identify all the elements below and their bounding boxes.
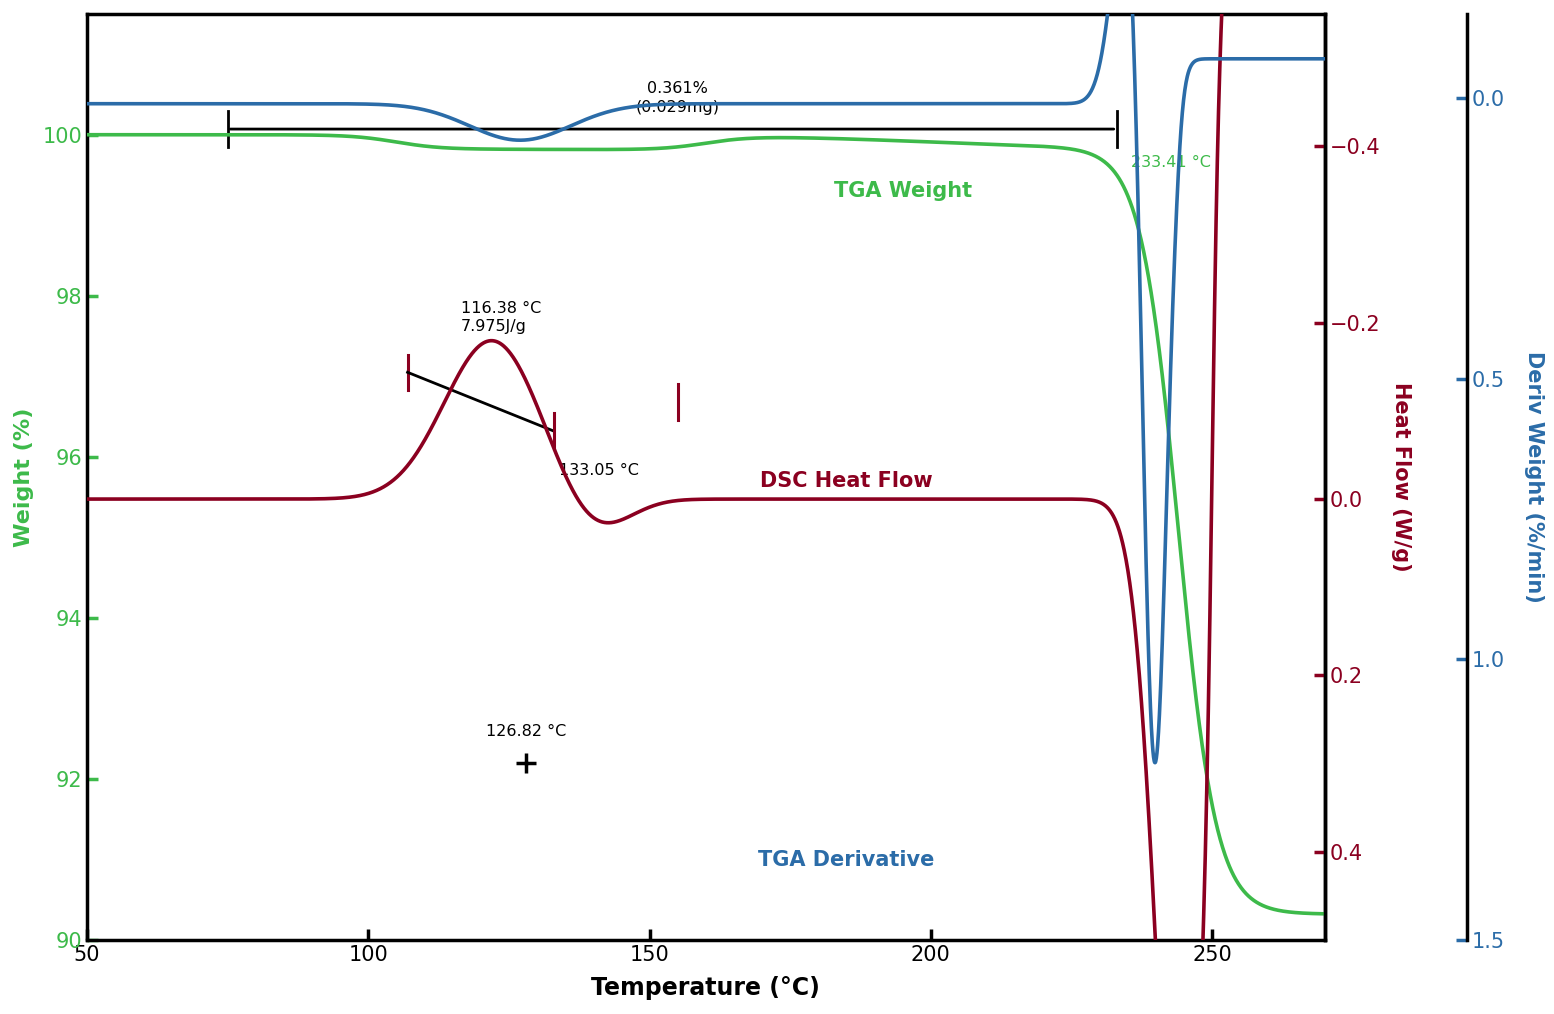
Text: 126.82 °C: 126.82 °C [485,724,566,739]
Text: TGA Derivative: TGA Derivative [758,850,934,870]
Y-axis label: Weight (%): Weight (%) [14,408,34,547]
Text: DSC Heat Flow: DSC Heat Flow [760,472,932,491]
Y-axis label: Deriv Weight (%/min): Deriv Weight (%/min) [1524,351,1545,603]
Text: 233.41 °C: 233.41 °C [1131,155,1211,170]
Text: 0.361%
(0.029mg): 0.361% (0.029mg) [636,81,720,115]
Text: 116.38 °C
7.975J/g: 116.38 °C 7.975J/g [462,301,541,335]
Text: 133.05 °C: 133.05 °C [559,463,639,479]
Y-axis label: Heat Flow (W/g): Heat Flow (W/g) [1391,382,1411,572]
Text: TGA Weight: TGA Weight [833,182,971,201]
X-axis label: Temperature (°C): Temperature (°C) [592,976,821,1000]
